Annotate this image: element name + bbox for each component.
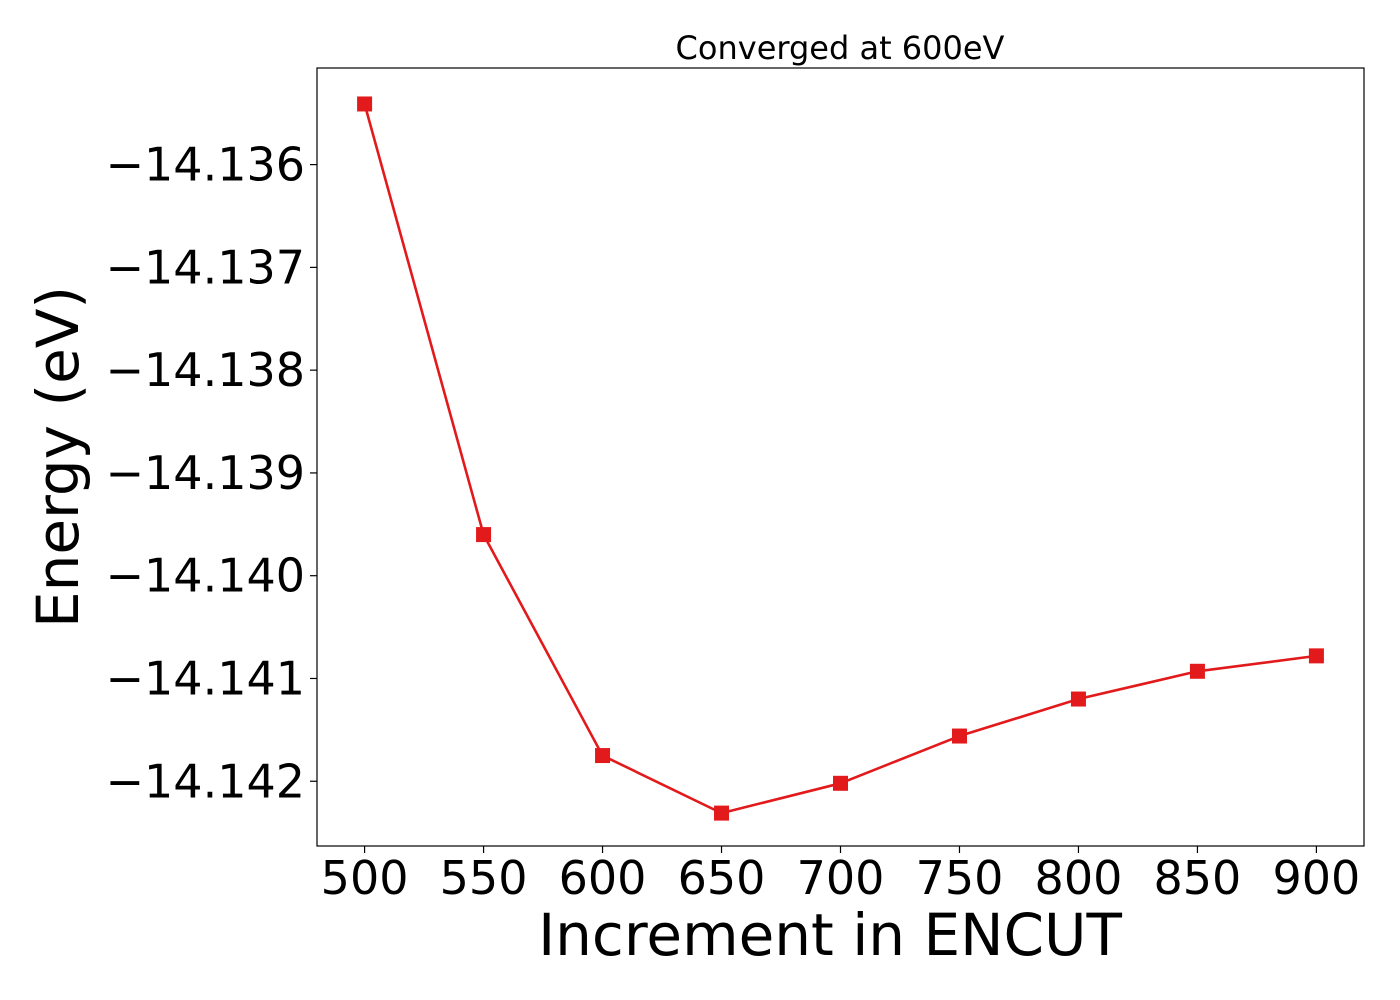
x-tick-label: 800: [1035, 851, 1123, 905]
series-line: [363, 103, 1317, 815]
y-tick-label: −14.142: [106, 754, 306, 808]
data-point-marker: [1189, 663, 1205, 679]
y-tick-label: −14.138: [106, 343, 306, 397]
y-tick-label: −14.139: [106, 446, 306, 500]
data-point-marker: [833, 775, 848, 791]
y-tick-label: −14.137: [106, 240, 306, 294]
x-tick-label: 700: [797, 851, 885, 905]
x-tick-label: 900: [1273, 851, 1361, 905]
y-tick-label: −14.141: [106, 651, 306, 705]
x-tick-label: 750: [916, 851, 1004, 905]
data-point-marker: [595, 748, 611, 764]
data-point-marker: [714, 805, 730, 821]
y-axis: −14.136 −14.137 −14.138 −14.139 −14.140 −14.1…: [106, 138, 317, 808]
y-tick-label: −14.140: [106, 549, 306, 603]
x-axis: 500 550 600 650 700 750 800 850 900: [321, 846, 1361, 905]
x-tick-label: 550: [440, 851, 528, 905]
data-point-marker: [951, 728, 967, 744]
x-tick-label: 650: [678, 851, 766, 905]
x-tick-label: 500: [321, 851, 409, 905]
y-tick-label: −14.136: [106, 138, 306, 192]
data-point-marker: [476, 527, 492, 543]
chart-title: Converged at 600eV: [676, 29, 1005, 67]
x-tick-label: 850: [1154, 851, 1242, 905]
x-tick-label: 600: [559, 851, 647, 905]
x-axis-title: Increment in ENCUT: [538, 901, 1122, 969]
y-axis-title: Energy (eV): [24, 286, 92, 628]
data-point-marker: [357, 96, 373, 112]
data-point-marker: [1308, 648, 1324, 664]
data-point-marker: [1070, 691, 1086, 707]
plot-area-frame: [316, 67, 1365, 847]
series-layer: [357, 96, 1324, 821]
